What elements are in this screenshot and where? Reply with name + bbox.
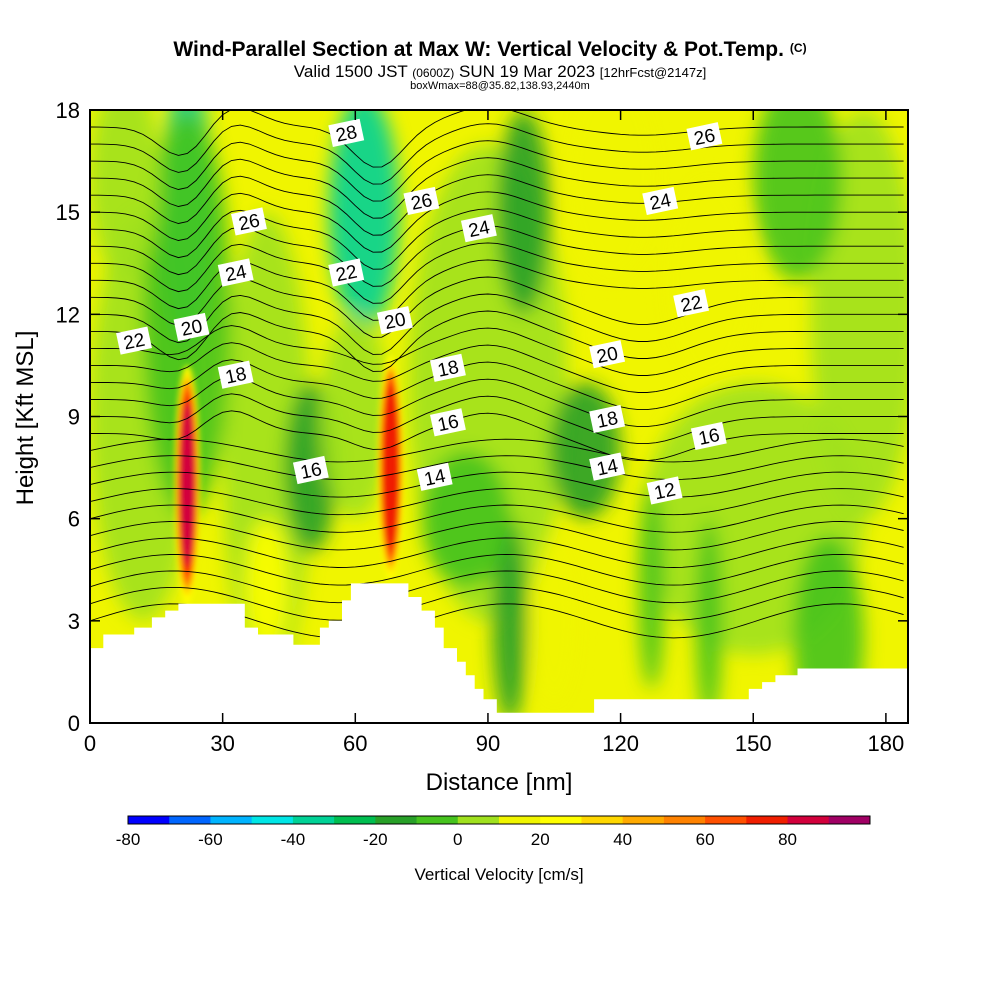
colorbar: -80 -60 -40 -20 0 20 40 60 80 [116, 815, 871, 849]
colorbar-bin [705, 816, 747, 824]
contour-label: 26 [231, 207, 267, 236]
colorbar-tick-label: -40 [281, 830, 306, 849]
x-tick-label: 60 [343, 731, 367, 756]
colorbar-bin [375, 816, 418, 824]
axis-ticks: 0 30 60 90 120 150 180 0 3 6 9 12 15 18 [56, 98, 908, 756]
svg-text:16: 16 [436, 411, 461, 436]
y-tick-label: 15 [56, 200, 80, 225]
svg-text:18: 18 [595, 408, 620, 433]
x-tick-label: 120 [602, 731, 639, 756]
svg-text:16: 16 [299, 459, 324, 484]
contour-label: 26 [403, 186, 440, 216]
colorbar-bin [416, 816, 459, 824]
x-tick-label: 180 [868, 731, 905, 756]
colorbar-bin [540, 816, 582, 824]
contour-label: 22 [328, 258, 365, 287]
colorbar-bin [292, 816, 335, 824]
terrain [90, 583, 908, 723]
colorbar-bin [581, 816, 624, 824]
svg-text:12: 12 [652, 479, 677, 504]
y-tick-label: 6 [68, 507, 80, 532]
colorbar-bin [787, 816, 830, 824]
contour-label: 24 [642, 186, 679, 216]
contour-label: 18 [217, 360, 254, 389]
svg-text:18: 18 [436, 357, 461, 382]
colorbar-bin [499, 816, 541, 824]
y-tick-label: 3 [68, 609, 80, 634]
y-tick-label: 18 [56, 98, 80, 123]
svg-text:14: 14 [422, 466, 447, 491]
colorbar-bin [746, 816, 789, 824]
contour-label: 18 [589, 404, 626, 434]
y-tick-label: 9 [68, 405, 80, 430]
contour-label: 24 [217, 258, 254, 287]
y-axis-label: Height [Kft MSL] [12, 331, 39, 506]
contour-label: 22 [673, 289, 710, 318]
contour-label: 20 [376, 306, 413, 335]
colorbar-tick-label: -60 [198, 830, 223, 849]
colorbar-tick-label: -20 [363, 830, 388, 849]
colorbar-tick-label: 60 [696, 830, 715, 849]
colorbar-bin [210, 816, 253, 824]
svg-text:26: 26 [237, 210, 262, 235]
y-tick-label: 0 [68, 711, 80, 736]
chart-subtitle-2: boxWmax=88@35.82,138.93,2440m [410, 80, 590, 92]
colorbar-bin [251, 816, 294, 824]
x-tick-label: 90 [476, 731, 500, 756]
colorbar-tick-label: -80 [116, 830, 141, 849]
colorbar-label: Vertical Velocity [cm/s] [414, 865, 583, 884]
contour-label: 24 [460, 214, 497, 243]
contour-label: 16 [292, 455, 329, 485]
svg-text:24: 24 [648, 190, 673, 215]
svg-text:24: 24 [467, 217, 492, 242]
contour-label: 16 [430, 408, 466, 437]
svg-text:26: 26 [692, 125, 717, 150]
velocity-field [90, 110, 908, 723]
contour-label: 12 [646, 476, 683, 505]
svg-text:16: 16 [697, 425, 722, 450]
svg-text:20: 20 [383, 309, 408, 334]
colorbar-bin [457, 816, 500, 824]
contour-labels: 28 26 26 26 24 24 24 22 22 22 20 20 20 18 18 18 16 16 16 14… [116, 118, 727, 505]
contour-label: 28 [328, 118, 365, 147]
x-tick-label: 30 [210, 731, 234, 756]
y-tick-label: 12 [56, 302, 80, 327]
contour-label: 16 [690, 421, 727, 451]
x-tick-label: 150 [735, 731, 772, 756]
svg-text:22: 22 [679, 292, 704, 317]
svg-text:26: 26 [409, 190, 434, 215]
colorbar-bin [622, 816, 665, 824]
colorbar-bin [334, 816, 376, 824]
contour-label: 20 [173, 312, 210, 342]
colorbar-bin [663, 816, 706, 824]
contour-label: 18 [430, 353, 466, 382]
contour-label: 14 [416, 462, 453, 491]
chart-subtitle: Valid 1500 JST (0600Z) SUN 19 Mar 2023 [… [294, 62, 706, 81]
colorbar-tick-label: 0 [453, 830, 462, 849]
x-axis-label: Distance [nm] [426, 769, 573, 796]
colorbar-tick-label: 80 [778, 830, 797, 849]
potential-temperature-contours [90, 110, 904, 639]
svg-text:22: 22 [334, 261, 359, 286]
svg-text:20: 20 [595, 343, 620, 368]
contour-label: 14 [589, 452, 626, 481]
svg-text:24: 24 [223, 261, 248, 286]
svg-text:28: 28 [334, 122, 359, 147]
colorbar-bin [169, 816, 211, 824]
contour-label: 26 [686, 122, 723, 151]
chart-title: Wind-Parallel Section at Max W: Vertical… [173, 38, 806, 61]
colorbar-tick-label: 40 [613, 830, 632, 849]
colorbar-bin [128, 816, 170, 824]
svg-text:22: 22 [122, 330, 147, 355]
svg-text:14: 14 [595, 456, 620, 481]
svg-text:18: 18 [223, 364, 248, 389]
colorbar-bin [828, 816, 871, 824]
x-tick-label: 0 [84, 731, 96, 756]
contour-label: 22 [116, 326, 152, 355]
colorbar-tick-label: 20 [531, 830, 550, 849]
svg-text:20: 20 [179, 316, 204, 341]
contour-label: 20 [589, 340, 626, 369]
